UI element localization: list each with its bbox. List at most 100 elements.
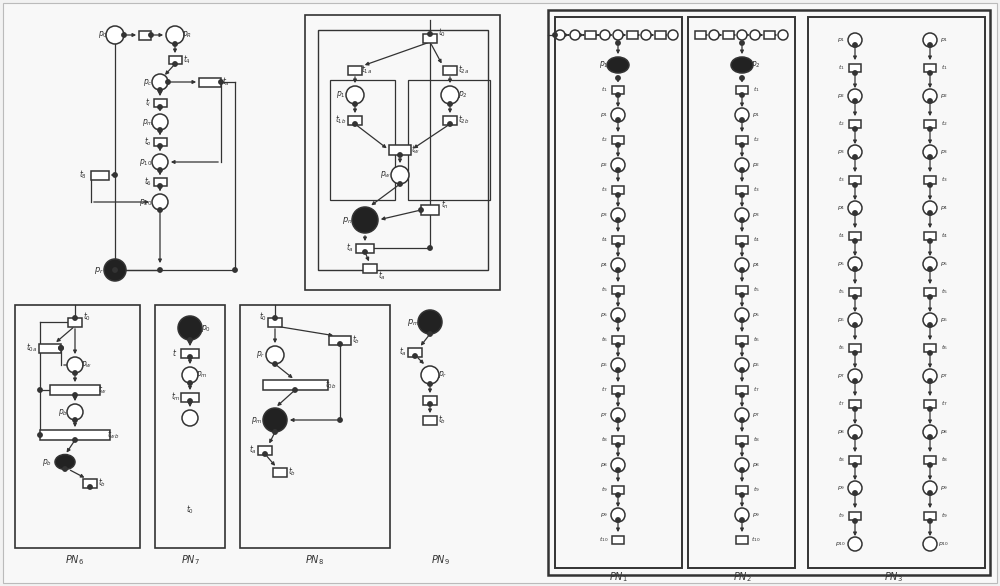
- Ellipse shape: [731, 57, 753, 73]
- Circle shape: [928, 211, 932, 215]
- Text: $p_0$: $p_0$: [98, 29, 108, 40]
- Circle shape: [178, 316, 202, 340]
- Text: $p_{10}$: $p_{10}$: [835, 540, 847, 548]
- FancyBboxPatch shape: [736, 436, 748, 444]
- FancyBboxPatch shape: [849, 400, 861, 408]
- Circle shape: [616, 41, 620, 45]
- FancyBboxPatch shape: [736, 136, 748, 144]
- Text: $t_w$: $t_w$: [411, 144, 421, 156]
- Text: $t_a$: $t_a$: [346, 242, 354, 254]
- FancyBboxPatch shape: [849, 512, 861, 520]
- Text: $p_b$: $p_b$: [42, 456, 52, 468]
- FancyBboxPatch shape: [924, 176, 936, 184]
- Circle shape: [735, 108, 749, 122]
- Text: $t_{wb}$: $t_{wb}$: [107, 429, 119, 441]
- Text: $p_n$: $p_n$: [342, 214, 352, 226]
- Text: $p_8$: $p_8$: [940, 428, 948, 436]
- Circle shape: [616, 393, 620, 397]
- FancyBboxPatch shape: [181, 393, 199, 401]
- Text: $t_{2a}$: $t_{2a}$: [458, 64, 470, 76]
- Circle shape: [735, 308, 749, 322]
- Circle shape: [448, 122, 452, 126]
- Text: $t_2$: $t_2$: [941, 120, 947, 128]
- Text: $p_r$: $p_r$: [438, 370, 448, 380]
- Circle shape: [363, 250, 367, 254]
- Circle shape: [353, 102, 357, 106]
- Text: $t_6$: $t_6$: [144, 176, 152, 188]
- FancyBboxPatch shape: [268, 318, 282, 326]
- Text: $p_1$: $p_1$: [837, 36, 845, 44]
- Circle shape: [740, 268, 744, 272]
- Circle shape: [421, 366, 439, 384]
- Circle shape: [611, 408, 625, 422]
- FancyBboxPatch shape: [421, 205, 439, 215]
- Text: $t_3$: $t_3$: [941, 176, 947, 185]
- FancyBboxPatch shape: [612, 536, 624, 544]
- Circle shape: [848, 257, 862, 271]
- Circle shape: [853, 183, 857, 187]
- Circle shape: [853, 491, 857, 495]
- Circle shape: [848, 33, 862, 47]
- Text: $t_0$: $t_0$: [438, 27, 446, 39]
- FancyBboxPatch shape: [423, 33, 437, 43]
- Circle shape: [740, 518, 744, 522]
- Text: $p_R$: $p_R$: [182, 29, 192, 40]
- Text: $p_c$: $p_c$: [143, 77, 153, 87]
- Circle shape: [600, 30, 610, 40]
- FancyBboxPatch shape: [329, 336, 351, 345]
- Circle shape: [848, 537, 862, 551]
- FancyBboxPatch shape: [154, 99, 166, 107]
- Circle shape: [853, 323, 857, 327]
- Circle shape: [853, 379, 857, 383]
- Text: $t_3$: $t_3$: [753, 186, 759, 195]
- Circle shape: [188, 338, 192, 342]
- Text: $p_8$: $p_8$: [752, 461, 760, 469]
- Text: $t_6$: $t_6$: [838, 343, 844, 352]
- Circle shape: [928, 435, 932, 439]
- Circle shape: [273, 316, 277, 320]
- Circle shape: [735, 158, 749, 172]
- Circle shape: [73, 438, 77, 442]
- Circle shape: [428, 402, 432, 406]
- Circle shape: [735, 208, 749, 222]
- Circle shape: [219, 80, 223, 84]
- Circle shape: [611, 508, 625, 522]
- Circle shape: [428, 382, 432, 386]
- Circle shape: [611, 258, 625, 272]
- Text: $p_w$: $p_w$: [380, 169, 392, 180]
- FancyBboxPatch shape: [181, 349, 199, 357]
- Circle shape: [158, 168, 162, 172]
- Circle shape: [923, 145, 937, 159]
- Circle shape: [735, 408, 749, 422]
- Circle shape: [152, 74, 168, 90]
- Circle shape: [853, 71, 857, 75]
- Text: $t_{1a}$: $t_{1a}$: [361, 64, 373, 76]
- Circle shape: [158, 144, 162, 148]
- Circle shape: [641, 30, 651, 40]
- Circle shape: [928, 99, 932, 103]
- Circle shape: [923, 257, 937, 271]
- Circle shape: [740, 143, 744, 147]
- Circle shape: [740, 393, 744, 397]
- Circle shape: [616, 118, 620, 122]
- Text: $t_9$: $t_9$: [941, 512, 947, 520]
- Circle shape: [923, 89, 937, 103]
- Circle shape: [419, 208, 423, 212]
- FancyBboxPatch shape: [736, 536, 748, 544]
- FancyBboxPatch shape: [356, 244, 374, 253]
- Text: $p_1$: $p_1$: [940, 36, 948, 44]
- Circle shape: [853, 155, 857, 159]
- Text: $t_a$: $t_a$: [378, 270, 386, 282]
- Circle shape: [73, 316, 77, 320]
- FancyBboxPatch shape: [764, 31, 774, 39]
- Circle shape: [158, 128, 162, 132]
- Text: $p_{10}$: $p_{10}$: [139, 156, 153, 168]
- Circle shape: [668, 30, 678, 40]
- Text: $p_1$: $p_1$: [336, 90, 346, 101]
- FancyBboxPatch shape: [612, 486, 624, 494]
- Text: $t_o$: $t_o$: [144, 136, 152, 148]
- Text: $p_3$: $p_3$: [752, 211, 760, 219]
- Text: $t_{10}$: $t_{10}$: [599, 536, 609, 544]
- Circle shape: [740, 443, 744, 447]
- Circle shape: [616, 218, 620, 222]
